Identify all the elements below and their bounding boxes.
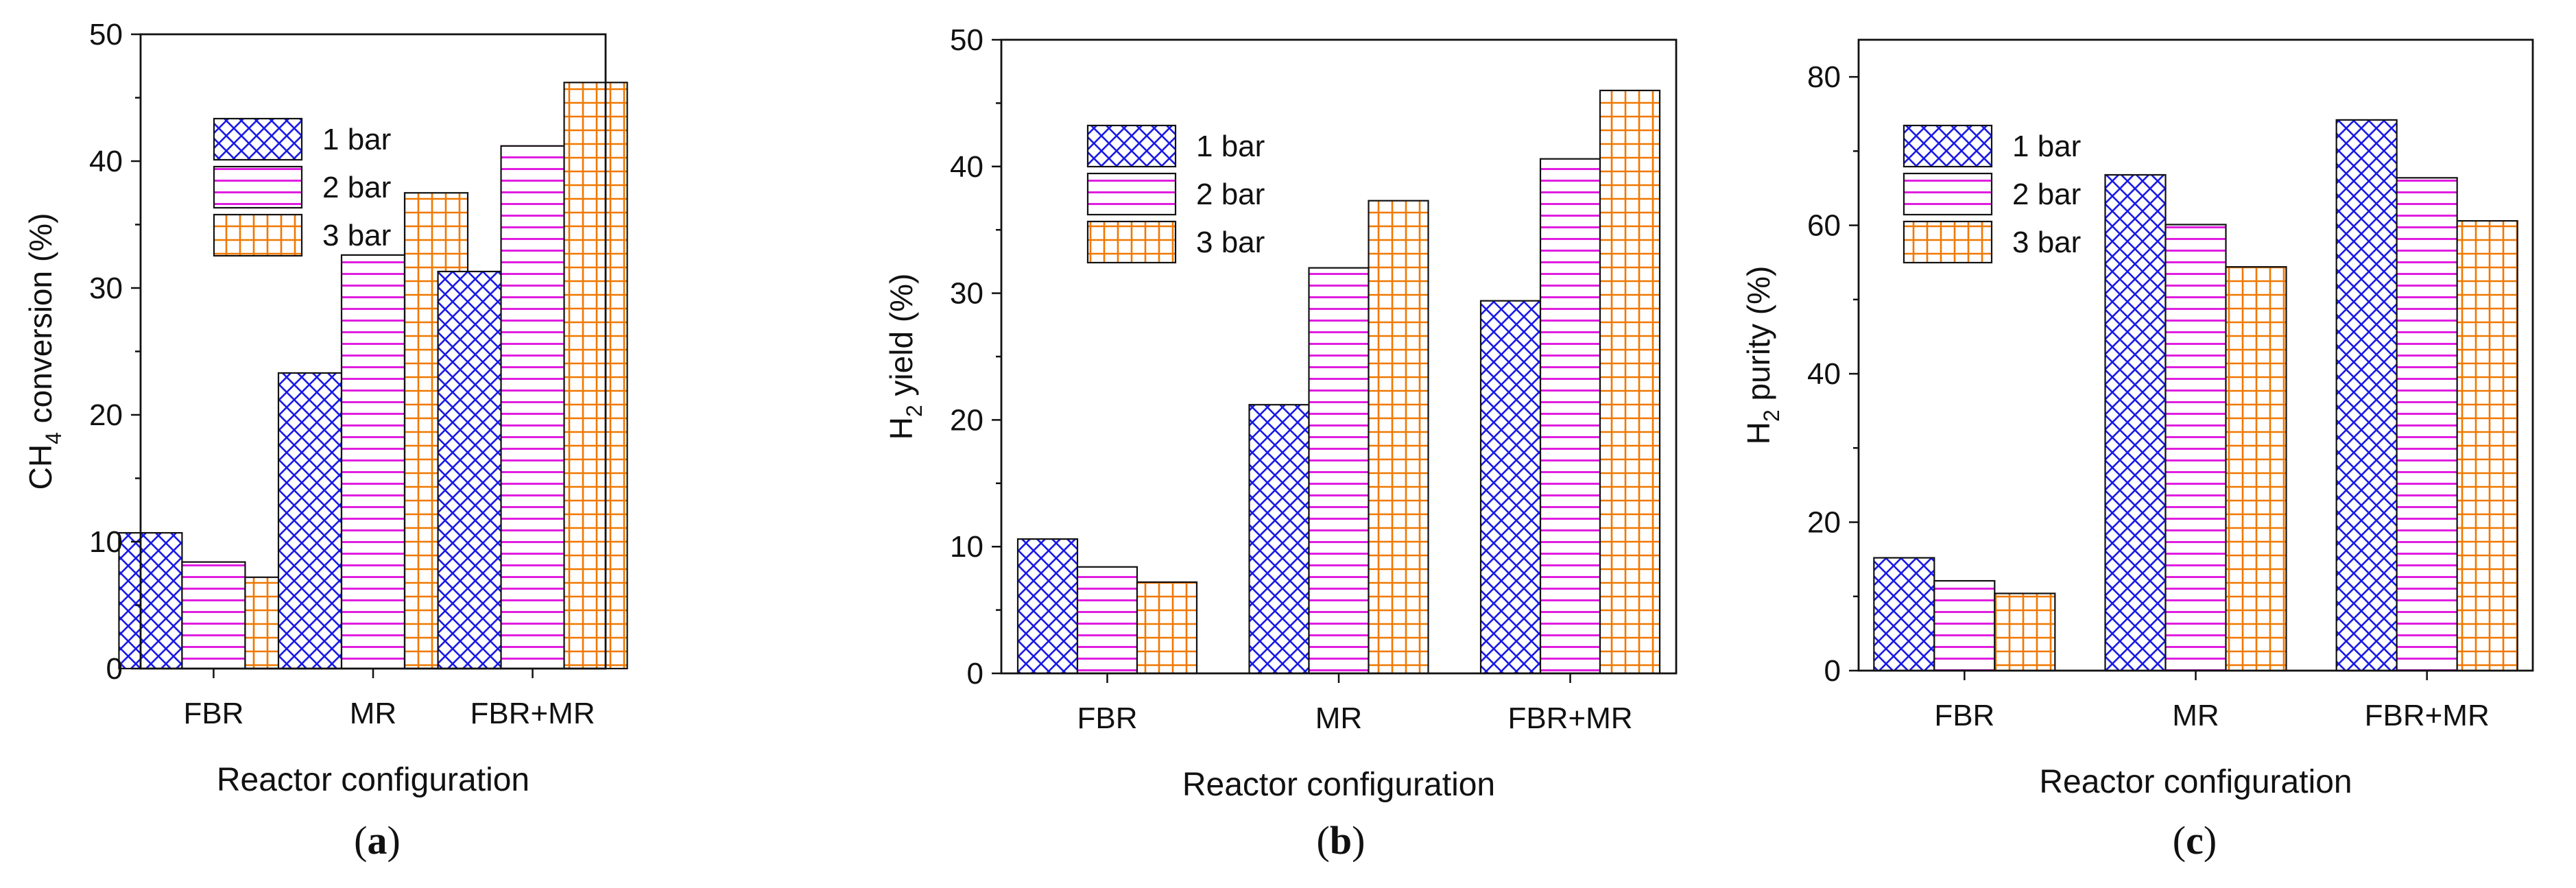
legend-label: 2 bar [2012,178,2081,211]
y-tick-label: 30 [89,272,123,305]
x-tick-label: FBR+MR [1507,701,1632,735]
bar-fbr-plus-mr-2-bar [2396,177,2458,672]
bar-mr-2-bar [340,254,406,670]
bar-mr-1-bar [277,372,343,670]
y-tick-label: 0 [1824,654,1841,688]
x-tick-label: FBR [183,697,243,730]
bar-fbr-1-bar [118,531,183,670]
panel-caption: (b) [1317,818,1365,863]
legend-swatch [213,165,303,209]
y-tick-label: 0 [106,652,123,686]
y-axis-label: H2 yield (%) [883,274,927,440]
legend-label: 2 bar [1196,178,1265,211]
x-tick-label: MR [2172,699,2219,732]
chart-panel-c: FBR MR FBR+MR 0 20 40 60 80 H2 purity (%) Reactor… [1741,38,2534,863]
x-tick-label: MR [1315,701,1362,735]
legend-label: 3 bar [1196,226,1265,259]
legend-swatch [1086,172,1177,216]
y-tick-label: 80 [1807,60,1841,94]
bar-fbr-plus-mr-3-bar [563,82,628,670]
legend-swatch [1903,124,1993,168]
bar-fbr-1-bar [1016,538,1079,675]
bar-fbr-plus-mr-1-bar [2335,119,2398,672]
legend-label: 1 bar [322,123,391,156]
bar-fbr-plus-mr-3-bar [1599,89,1661,675]
legend-label: 3 bar [2012,226,2081,259]
legend-swatch [1086,124,1177,168]
bar-fbr-plus-mr-1-bar [437,270,502,670]
bar-mr-3-bar [1368,200,1429,675]
legend-swatch [213,213,303,257]
x-axis-label: Reactor configuration [2039,764,2352,800]
panel-caption: (c) [2173,818,2217,863]
y-tick-label: 20 [89,398,123,432]
x-axis-label: Reactor configuration [217,762,529,798]
chart-panel-b: FBR MR FBR+MR 0 10 20 30 40 50 H2 yield (%) Reacto… [883,23,1678,863]
x-tick-label: FBR [1934,699,1994,732]
y-tick-label: 20 [1807,506,1841,540]
x-tick-label: FBR [1077,701,1137,735]
legend-label: 1 bar [2012,130,2081,163]
bar-fbr-plus-mr-2-bar [500,145,565,670]
x-tick-label: FBR+MR [2365,699,2490,732]
bar-mr-3-bar [2225,266,2287,672]
chart-panel-a: FBR MR FBR+MR 0 10 20 30 40 50 CH4 conversion (%)… [23,18,628,863]
bar-fbr-plus-mr-3-bar [2456,219,2518,672]
y-tick-label: 10 [89,525,123,559]
bar-fbr-2-bar [1933,579,1996,672]
y-tick-label: 40 [1807,357,1841,391]
y-tick-label: 60 [1807,209,1841,243]
bar-mr-2-bar [1308,267,1370,675]
y-tick-label: 50 [89,18,123,51]
legend-swatch [213,117,303,161]
legend: 1 bar 2 bar 3 bar [213,117,391,257]
y-tick-label: 40 [89,145,123,178]
y-tick-label: 40 [950,150,983,184]
y-tick-label: 20 [950,403,983,437]
y-tick-label: 0 [967,657,983,691]
panel-caption: (a) [354,818,401,863]
legend-swatch [1903,220,1993,264]
bar-fbr-plus-mr-1-bar [1479,300,1542,675]
legend: 1 bar 2 bar 3 bar [1903,124,2081,264]
y-axis-label: CH4 conversion (%) [23,213,66,490]
bar-fbr-1-bar [1873,557,1935,672]
bar-fbr-3-bar [1994,592,2056,672]
legend-label: 2 bar [322,171,391,204]
x-tick-label: FBR+MR [470,697,595,730]
bar-fbr-2-bar [181,561,246,670]
bar-mr-1-bar [2104,173,2167,672]
legend-swatch [1903,172,1993,216]
legend-swatch [1086,220,1177,264]
bar-fbr-plus-mr-2-bar [1539,158,1601,675]
x-axis-label: Reactor configuration [1182,767,1495,803]
legend: 1 bar 2 bar 3 bar [1086,124,1265,264]
x-tick-label: MR [350,697,396,730]
y-tick-label: 10 [950,530,983,564]
legend-label: 1 bar [1196,130,1265,163]
bar-fbr-2-bar [1076,566,1138,675]
bar-mr-1-bar [1248,404,1310,675]
y-tick-label: 50 [950,23,983,57]
y-tick-label: 30 [950,277,983,311]
bar-fbr-3-bar [1136,581,1198,675]
y-axis-label: H2 purity (%) [1741,266,1784,445]
plot-frame [1857,38,2534,672]
legend-label: 3 bar [322,219,391,252]
bar-mr-2-bar [2164,224,2227,672]
